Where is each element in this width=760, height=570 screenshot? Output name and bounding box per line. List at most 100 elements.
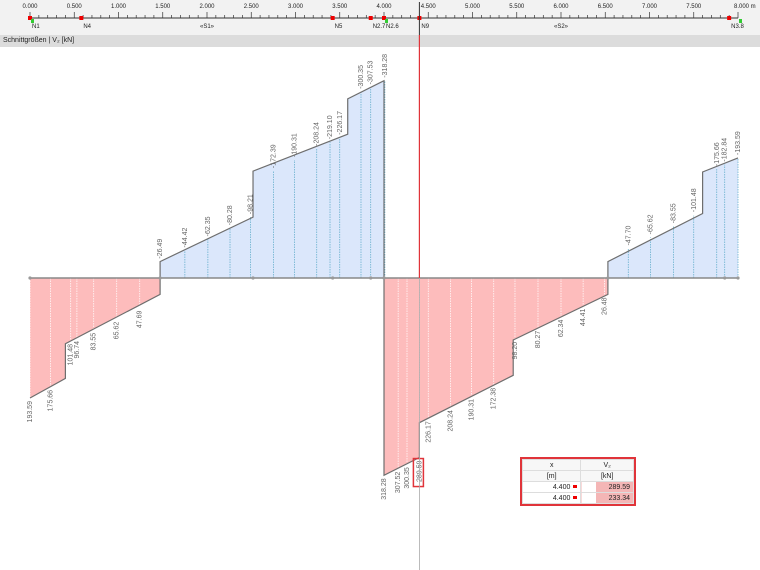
- node-label: N1: [32, 24, 40, 30]
- node-marker-icon: [330, 16, 335, 20]
- col-unit-vz: [kN]: [580, 470, 634, 482]
- value-label-group: -226.17: [337, 111, 344, 135]
- value-label: -83.55: [670, 203, 677, 223]
- value-label: -101.48: [691, 188, 698, 212]
- value-label: 226.17: [425, 421, 432, 443]
- node-label: N4: [83, 24, 91, 30]
- node-point: [369, 276, 373, 280]
- cell-x: 4.400: [552, 494, 571, 502]
- value-label: -98.21: [247, 194, 254, 214]
- value-label-group: -172.39: [270, 144, 277, 168]
- value-label-group: -83.55: [670, 203, 677, 223]
- value-label: -44.42: [182, 228, 189, 248]
- node-point: [331, 276, 335, 280]
- value-label: 289.59: [416, 460, 423, 482]
- value-label: -300.35: [358, 65, 365, 89]
- ruler-tick-label: 5.500: [509, 4, 525, 10]
- node-label: N2.7: [373, 24, 386, 30]
- value-label: 47.69: [137, 310, 144, 328]
- value-label-group: -44.42: [182, 228, 189, 248]
- value-label: 208.24: [447, 410, 454, 432]
- marker-icon: [573, 485, 578, 489]
- ruler-tick-label: 0.500: [67, 4, 83, 10]
- value-label-group: 47.69: [137, 310, 144, 328]
- value-label: 26.48: [601, 297, 608, 315]
- result-table: x V₂ [m] [kN] 4.400 289.59 4.400 233.34: [520, 457, 636, 506]
- node-marker-icon: [727, 16, 732, 20]
- node-marker-icon: [79, 16, 84, 20]
- value-label: 175.66: [47, 390, 54, 412]
- value-label-group: 80.27: [535, 331, 542, 349]
- cell-vz: 289.59: [580, 481, 634, 493]
- value-label-group: -80.28: [227, 205, 234, 225]
- value-label-group: -65.62: [647, 214, 654, 234]
- value-label-group: 96.74: [74, 341, 81, 359]
- value-label: -26.49: [157, 239, 164, 259]
- value-label-group: -98.21: [247, 194, 254, 214]
- value-label: -219.10: [327, 115, 334, 139]
- node-label: N5: [335, 24, 343, 30]
- node-marker-icon: [368, 16, 373, 20]
- value-label: -47.70: [625, 225, 632, 245]
- value-label-group: 300.35: [404, 467, 411, 489]
- value-label: 98.20: [512, 342, 519, 360]
- value-label-group: 193.59: [27, 401, 34, 423]
- node-label: N3.8: [731, 24, 744, 30]
- table-row[interactable]: 4.400 289.59: [521, 481, 634, 493]
- value-label: -193.59: [735, 131, 742, 155]
- value-label-group: -62.35: [205, 216, 212, 236]
- table-row[interactable]: 4.400 233.34: [521, 492, 634, 504]
- cell-vz: 233.34: [580, 492, 634, 504]
- value-label-group: 65.62: [114, 322, 121, 340]
- value-label-group: -101.48: [691, 188, 698, 212]
- value-label: 65.62: [114, 322, 121, 340]
- node-point: [382, 276, 386, 280]
- node-marker-icon: [28, 16, 32, 20]
- value-label: 300.35: [404, 467, 411, 489]
- col-header-x: x: [521, 459, 582, 471]
- value-label-group: 175.66: [47, 390, 54, 412]
- ruler-tick-label: 3.000: [288, 4, 304, 10]
- ruler-tick-label: 2.000: [199, 4, 215, 10]
- node-label: N9: [421, 24, 429, 30]
- value-label: -172.39: [270, 144, 277, 168]
- value-label-group: 26.48: [601, 297, 608, 315]
- value-label-group: 83.55: [91, 333, 98, 351]
- node-point: [606, 276, 610, 280]
- ruler-tick-label: 8.000 m: [734, 4, 756, 10]
- value-label-group: -219.10: [327, 115, 334, 139]
- highlight-box: [412, 457, 425, 488]
- ruler-tick-label: 4.000: [376, 4, 392, 10]
- member-label: «S1»: [200, 24, 215, 30]
- marker-icon: [573, 496, 578, 500]
- ruler-tick-label: 4.500: [421, 4, 437, 10]
- value-label-group: 98.20: [512, 342, 519, 360]
- position-ruler[interactable]: 0.000 0.500 1.000 1.500 2.000 2.500 3.000 3.500…: [0, 0, 760, 35]
- value-label-group: 226.17: [425, 421, 432, 443]
- value-label-group: -193.59: [735, 131, 742, 155]
- value-label: 80.27: [535, 331, 542, 349]
- value-label-group: 307.52: [395, 472, 402, 494]
- value-label-group: 172.38: [491, 388, 498, 410]
- ruler-tick-label: 5.000: [465, 4, 481, 10]
- value-label-group: -175.66: [714, 142, 721, 166]
- ruler-tick-label: 7.000: [642, 4, 658, 10]
- value-label-group: -47.70: [625, 225, 632, 245]
- ruler-tick-label: 6.500: [598, 4, 614, 10]
- ruler-tick-label: 1.000: [111, 4, 127, 10]
- value-label-group: -318.28: [382, 54, 389, 78]
- value-label-group: 208.24: [447, 410, 454, 432]
- value-label: 101.48: [68, 344, 75, 366]
- value-label-group: -26.49: [157, 239, 164, 259]
- value-label: 44.41: [580, 308, 587, 326]
- value-label: -175.66: [714, 142, 721, 166]
- node-point: [723, 276, 727, 280]
- value-label-group: -208.24: [314, 122, 321, 146]
- value-label: -182.84: [722, 138, 729, 162]
- value-label: 307.52: [395, 472, 402, 494]
- value-label-group: -307.53: [368, 60, 375, 84]
- member-label: «S2»: [554, 24, 569, 30]
- value-label-group: 190.31: [469, 399, 476, 421]
- support-marker-icon: [31, 19, 34, 23]
